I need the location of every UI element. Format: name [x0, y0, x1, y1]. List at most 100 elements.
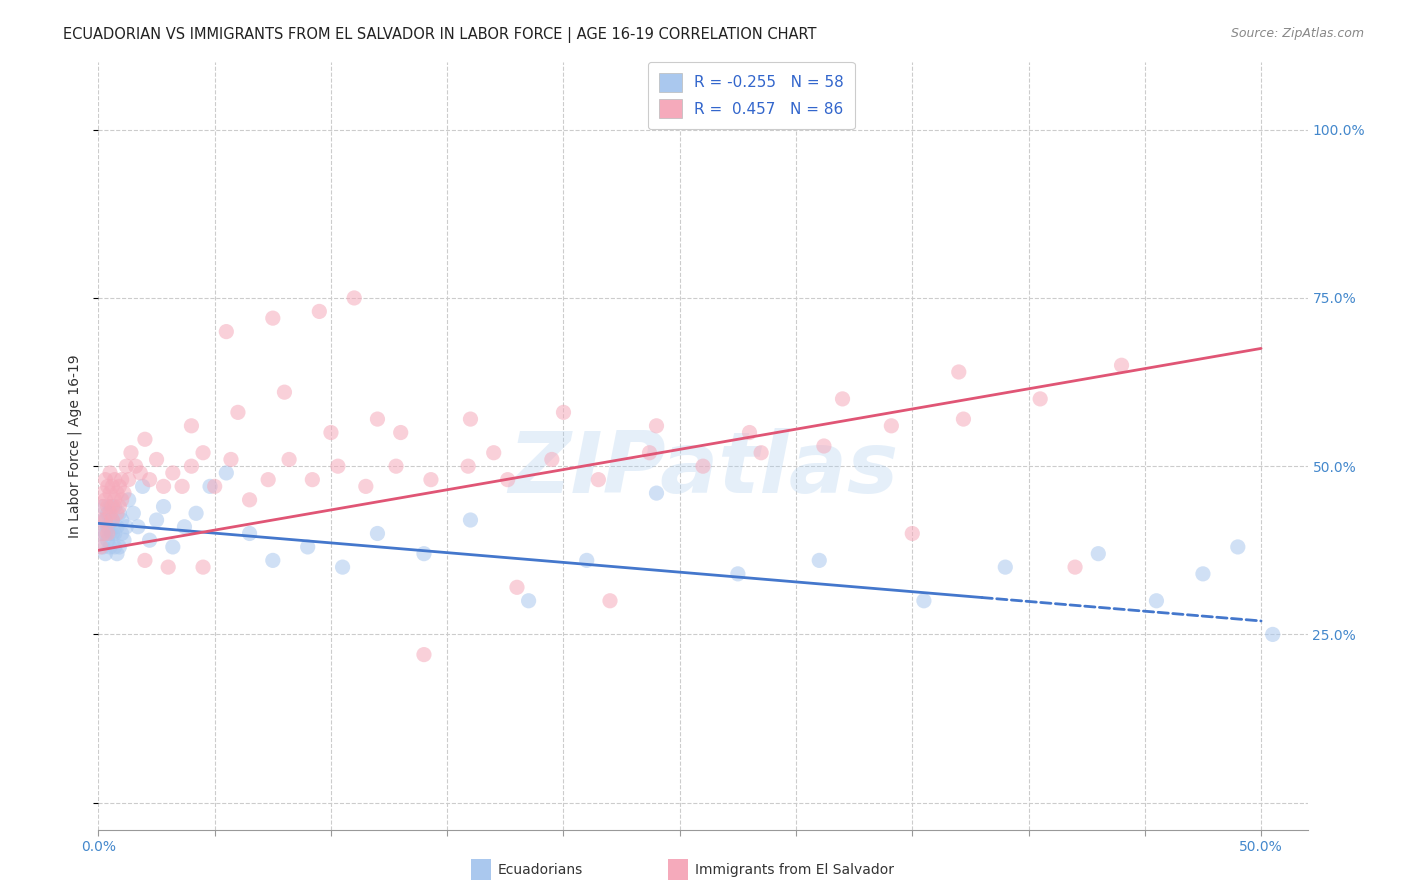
Point [138, 533, 160, 548]
Point [112, 486, 135, 500]
Point [262, 553, 284, 567]
Point [98, 486, 121, 500]
Point [97, 533, 120, 548]
Point [308, 304, 330, 318]
Point [145, 452, 167, 467]
Point [129, 466, 152, 480]
Point [553, 405, 575, 419]
Point [162, 466, 184, 480]
Point [343, 291, 366, 305]
Point [98, 500, 121, 514]
Point [91, 500, 114, 514]
Point [105, 506, 128, 520]
Point [482, 446, 505, 460]
Point [134, 432, 156, 446]
Point [191, 560, 214, 574]
Point [184, 506, 207, 520]
Point [413, 648, 436, 662]
Point [94, 547, 117, 561]
Legend: R = -0.255   N = 58, R =  0.457   N = 86: R = -0.255 N = 58, R = 0.457 N = 86 [648, 62, 855, 128]
Point [172, 479, 194, 493]
Point [575, 553, 598, 567]
Point [808, 553, 831, 567]
Text: ECUADORIAN VS IMMIGRANTS FROM EL SALVADOR IN LABOR FORCE | AGE 16-19 CORRELATION: ECUADORIAN VS IMMIGRANTS FROM EL SALVADO… [63, 27, 817, 43]
Point [104, 500, 127, 514]
Point [112, 533, 135, 548]
Point [104, 473, 127, 487]
Point [115, 459, 138, 474]
Point [97, 526, 120, 541]
Point [157, 560, 180, 574]
Point [152, 479, 174, 493]
Point [98, 526, 121, 541]
Point [366, 412, 388, 426]
Point [813, 439, 835, 453]
Point [460, 513, 482, 527]
Point [1226, 540, 1249, 554]
Text: Source: ZipAtlas.com: Source: ZipAtlas.com [1230, 27, 1364, 40]
Point [239, 492, 262, 507]
Point [101, 526, 124, 541]
Point [278, 452, 301, 467]
Point [90, 513, 112, 527]
Point [638, 446, 661, 460]
Point [692, 459, 714, 474]
Point [540, 452, 562, 467]
Point [105, 547, 128, 561]
Text: Immigrants from El Salvador: Immigrants from El Salvador [695, 863, 894, 877]
Point [180, 459, 202, 474]
Point [94, 526, 117, 541]
Point [994, 560, 1017, 574]
Point [1064, 560, 1087, 574]
Point [115, 520, 138, 534]
Point [948, 365, 970, 379]
Point [506, 580, 529, 594]
Point [98, 513, 121, 527]
Point [91, 513, 114, 527]
Point [1192, 566, 1215, 581]
Point [97, 500, 120, 514]
Text: ZIPatlas: ZIPatlas [508, 427, 898, 510]
Point [460, 412, 482, 426]
Point [599, 594, 621, 608]
Point [138, 473, 160, 487]
Text: Ecuadorians: Ecuadorians [498, 863, 583, 877]
Point [517, 594, 540, 608]
Point [94, 513, 117, 527]
Point [134, 553, 156, 567]
Point [118, 492, 141, 507]
Point [738, 425, 761, 440]
Point [101, 500, 124, 514]
Point [354, 479, 377, 493]
Point [880, 418, 903, 433]
Point [332, 560, 354, 574]
Point [191, 446, 214, 460]
Point [101, 513, 124, 527]
Point [120, 446, 142, 460]
Point [215, 325, 238, 339]
Point [105, 520, 128, 534]
Point [111, 513, 134, 527]
Point [326, 459, 349, 474]
Point [108, 479, 131, 493]
Point [198, 479, 221, 493]
Point [101, 479, 124, 493]
Point [111, 526, 134, 541]
Point [180, 418, 202, 433]
Point [97, 520, 120, 534]
Point [588, 473, 610, 487]
Point [98, 506, 121, 520]
Point [413, 547, 436, 561]
Point [173, 520, 195, 534]
Point [496, 473, 519, 487]
Point [645, 418, 668, 433]
Point [94, 513, 117, 527]
Point [457, 459, 479, 474]
Point [104, 492, 127, 507]
Point [98, 466, 121, 480]
Point [104, 540, 127, 554]
Point [91, 486, 114, 500]
Point [162, 540, 184, 554]
Point [901, 526, 924, 541]
Point [297, 540, 319, 554]
